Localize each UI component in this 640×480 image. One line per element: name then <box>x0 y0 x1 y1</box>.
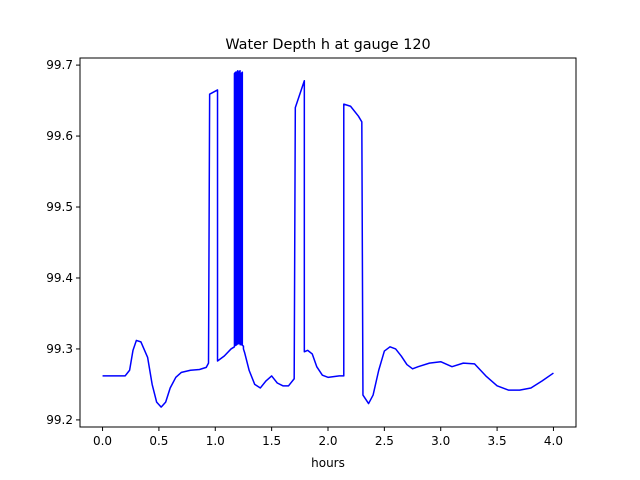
x-tick-label: 3.5 <box>488 434 507 448</box>
x-tick-label: 2.0 <box>318 434 337 448</box>
plot-area <box>102 70 554 408</box>
x-tick-label: 4.0 <box>544 434 563 448</box>
chart-title: Water Depth h at gauge 120 <box>225 37 430 53</box>
y-tick-label: 99.7 <box>46 58 73 72</box>
x-tick-label: 1.5 <box>262 434 281 448</box>
y-tick-label: 99.2 <box>46 413 73 427</box>
x-tick-label: 0.5 <box>149 434 168 448</box>
y-tick-label: 99.3 <box>46 342 73 356</box>
x-axis: 0.0 0.5 1.0 1.5 2.0 2.5 3.0 3.5 4.0 <box>93 427 563 448</box>
x-tick-label: 3.0 <box>431 434 450 448</box>
series-line-0 <box>102 70 554 408</box>
axes-frame <box>79 57 577 428</box>
x-tick-label: 0.0 <box>93 434 112 448</box>
y-tick-label: 99.4 <box>46 271 73 285</box>
x-axis-label: hours <box>311 456 345 470</box>
y-tick-label: 99.6 <box>46 129 73 143</box>
x-tick-label: 1.0 <box>206 434 225 448</box>
y-axis: 99.2 99.3 99.4 99.5 99.6 99.7 <box>46 58 80 427</box>
y-tick-label: 99.5 <box>46 200 73 214</box>
x-tick-label: 2.5 <box>375 434 394 448</box>
